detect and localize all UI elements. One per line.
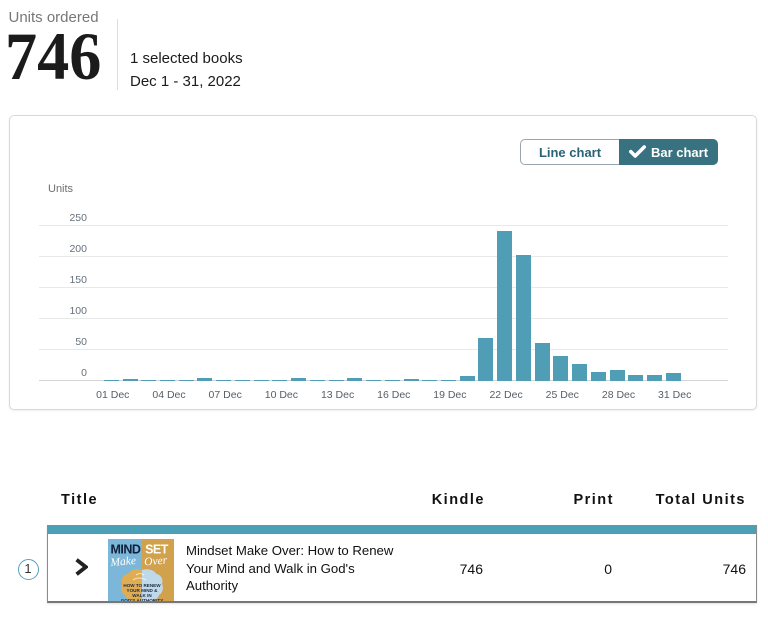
svg-text:WALK IN: WALK IN	[132, 593, 152, 598]
svg-text:HOW TO RENEW: HOW TO RENEW	[123, 583, 161, 588]
svg-text:YOUR MIND &: YOUR MIND &	[127, 588, 159, 593]
svg-text:SET: SET	[145, 543, 169, 557]
svg-text:GOD'S AUTHORITY: GOD'S AUTHORITY	[121, 598, 164, 601]
svg-text:Make: Make	[109, 555, 136, 569]
svg-text:Over: Over	[144, 554, 168, 568]
svg-text:MIND: MIND	[111, 543, 141, 557]
